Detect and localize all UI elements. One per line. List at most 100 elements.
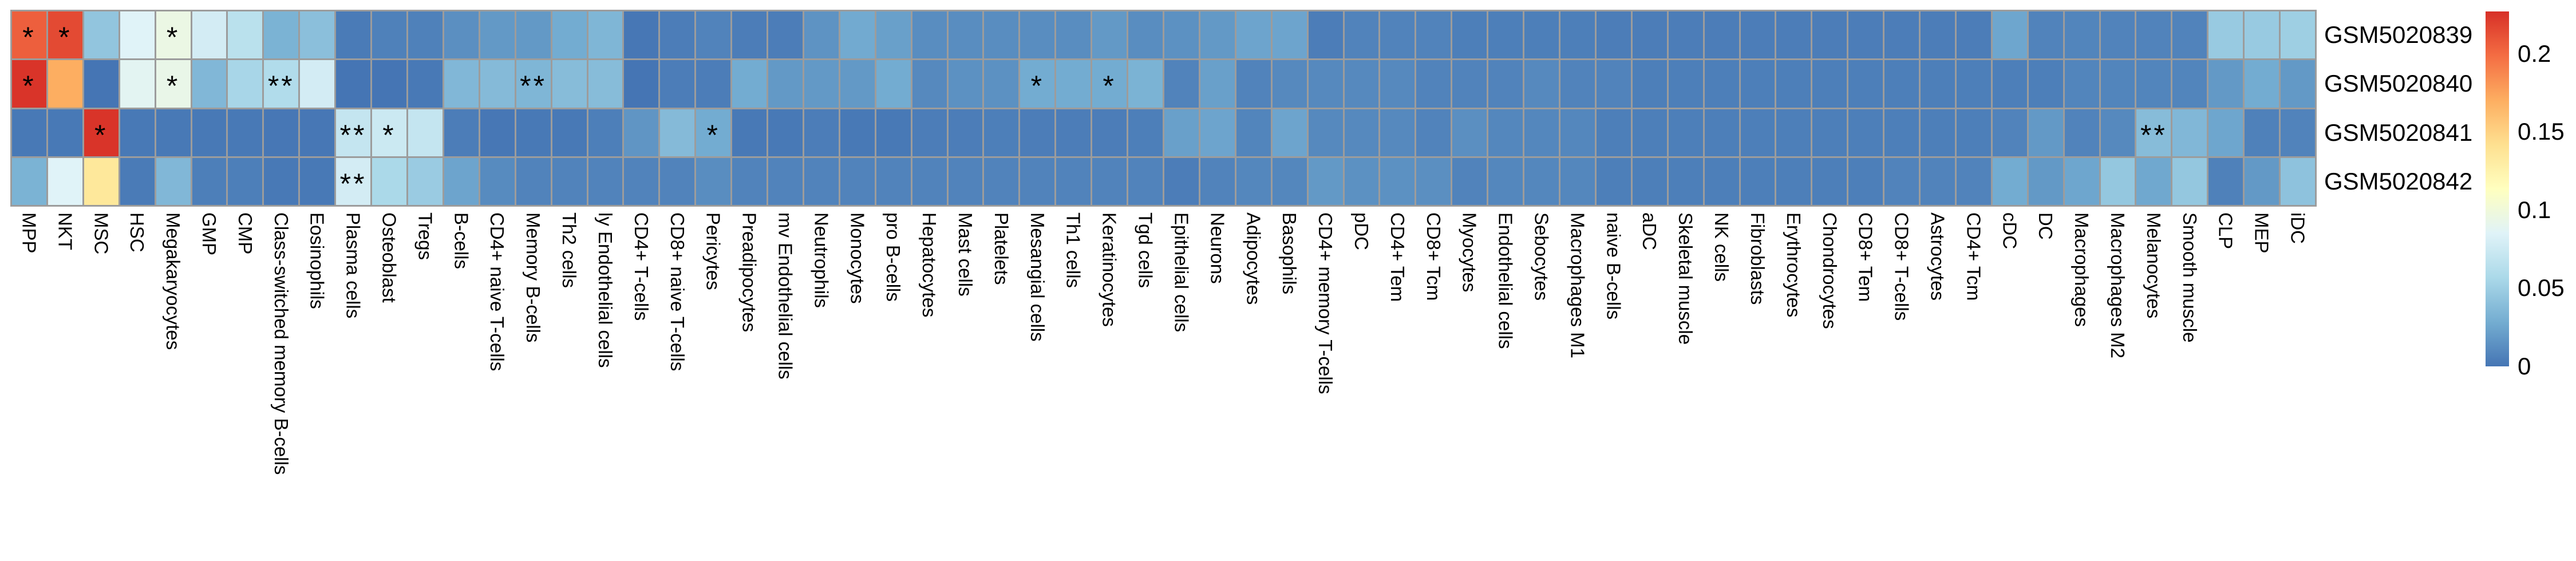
heatmap-cell xyxy=(1992,60,2027,108)
column-label: CD4+ T-cells xyxy=(630,212,652,321)
heatmap-cell xyxy=(984,109,1019,156)
heatmap-cell xyxy=(1596,11,1631,59)
column-label: Epithelial cells xyxy=(1171,212,1192,333)
column-label: Neurons xyxy=(1207,212,1228,284)
heatmap-cell xyxy=(732,60,767,108)
heatmap-cell xyxy=(192,157,227,205)
heatmap-cell xyxy=(876,109,911,156)
significance-star: ** xyxy=(339,167,367,200)
heatmap-cell xyxy=(2028,60,2063,108)
heatmap-cell xyxy=(2281,157,2315,205)
heatmap-cell xyxy=(1128,60,1163,108)
heatmap-cell xyxy=(1488,60,1523,108)
heatmap-cell xyxy=(444,11,479,59)
column-label: iDC xyxy=(2287,212,2309,244)
heatmap-cell xyxy=(1921,109,1955,156)
heatmap-cell xyxy=(804,11,839,59)
heatmap-cell xyxy=(1704,60,1739,108)
heatmap-cell xyxy=(660,11,695,59)
significance-star: ** xyxy=(339,118,367,151)
heatmap-cell xyxy=(1740,109,1775,156)
heatmap-cell xyxy=(2245,109,2279,156)
heatmap-cell xyxy=(948,11,983,59)
heatmap-cell: * xyxy=(12,60,46,108)
heatmap-cell xyxy=(480,60,515,108)
heatmap-cell xyxy=(1740,60,1775,108)
heatmap-cell xyxy=(1308,11,1343,59)
heatmap-cell xyxy=(1308,60,1343,108)
column-label: Macrophages xyxy=(2071,212,2093,327)
heatmap-cell xyxy=(2281,60,2315,108)
heatmap-cell xyxy=(156,109,191,156)
heatmap-cell: ** xyxy=(264,60,299,108)
heatmap-cell xyxy=(336,60,371,108)
column-label: CLP xyxy=(2215,212,2237,250)
heatmap-cell xyxy=(1632,157,1667,205)
heatmap-cell xyxy=(408,157,442,205)
heatmap-cell: * xyxy=(1020,60,1055,108)
heatmap-cell xyxy=(1416,11,1451,59)
heatmap-cell xyxy=(1524,109,1559,156)
heatmap-cell xyxy=(1848,11,1883,59)
heatmap-cell xyxy=(120,11,155,59)
heatmap-cell xyxy=(732,11,767,59)
heatmap-cell xyxy=(1812,109,1847,156)
heatmap-cell: * xyxy=(48,11,82,59)
heatmap-cell: ** xyxy=(516,60,551,108)
heatmap-cell xyxy=(1921,60,1955,108)
heatmap-cell xyxy=(1524,11,1559,59)
significance-star: * xyxy=(22,70,36,102)
heatmap-cell xyxy=(768,11,803,59)
heatmap-cell xyxy=(1200,60,1235,108)
heatmap-cell xyxy=(768,109,803,156)
heatmap-cell xyxy=(1704,157,1739,205)
heatmap-cell xyxy=(408,109,442,156)
column-label: NK cells xyxy=(1711,212,1733,282)
heatmap-cell xyxy=(948,109,983,156)
heatmap-cell xyxy=(2208,109,2243,156)
column-label: CD8+ T-cells xyxy=(1891,212,1913,321)
heatmap-cell xyxy=(624,109,659,156)
heatmap-cell xyxy=(1128,11,1163,59)
heatmap-cell: * xyxy=(156,60,191,108)
heatmap-cell xyxy=(2100,157,2135,205)
heatmap-cell xyxy=(696,157,731,205)
heatmap-cell xyxy=(2136,60,2171,108)
row-label: GSM5020840 xyxy=(2324,70,2473,97)
heatmap-cell xyxy=(732,157,767,205)
heatmap-cell xyxy=(1776,157,1811,205)
column-label: NKT xyxy=(54,212,76,250)
column-label: CD8+ Tcm xyxy=(1423,212,1444,301)
column-label: CD4+ naive T-cells xyxy=(487,212,508,372)
colorbar-tick-label: 0.05 xyxy=(2518,274,2565,302)
heatmap-cell xyxy=(1884,157,1919,205)
heatmap-cell xyxy=(1848,157,1883,205)
heatmap-cell xyxy=(1812,157,1847,205)
heatmap-cell xyxy=(2100,11,2135,59)
column-label: DC xyxy=(2035,212,2057,240)
heatmap-cell xyxy=(372,157,406,205)
heatmap-cell xyxy=(1272,157,1307,205)
heatmap-cell xyxy=(480,109,515,156)
heatmap-cell xyxy=(2136,11,2171,59)
heatmap-cell xyxy=(1056,109,1091,156)
heatmap-cell xyxy=(1272,60,1307,108)
column-label: aDC xyxy=(1639,212,1661,251)
heatmap-cell xyxy=(12,109,46,156)
colorbar-tick-label: 0 xyxy=(2518,353,2531,380)
heatmap-cell xyxy=(1308,157,1343,205)
heatmap-cell xyxy=(300,109,335,156)
heatmap-cell xyxy=(552,157,587,205)
heatmap-cell xyxy=(1668,60,1703,108)
significance-star: * xyxy=(22,21,36,54)
heatmap-cell xyxy=(1668,11,1703,59)
heatmap-cell xyxy=(588,11,623,59)
heatmap-cell xyxy=(876,60,911,108)
heatmap-cell xyxy=(1380,11,1415,59)
heatmap-cell xyxy=(768,60,803,108)
heatmap-cell xyxy=(48,109,82,156)
column-label: Endothelial cells xyxy=(1495,212,1516,349)
heatmap-cell xyxy=(588,60,623,108)
heatmap-cell xyxy=(48,60,82,108)
heatmap-cell xyxy=(624,60,659,108)
